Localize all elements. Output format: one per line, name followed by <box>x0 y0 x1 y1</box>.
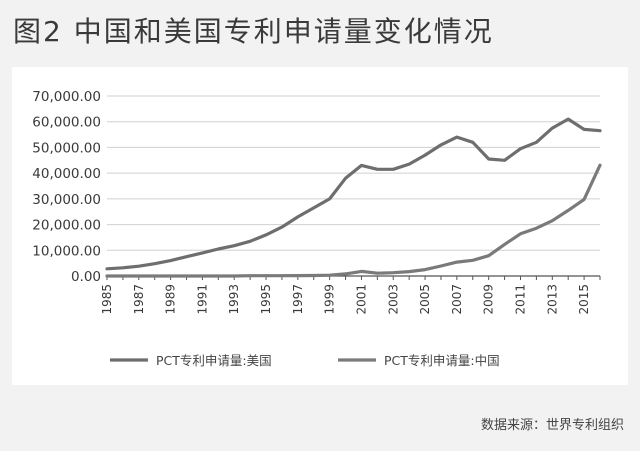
x-tick-label: 1991 <box>195 284 209 315</box>
x-tick-label: 2005 <box>418 284 432 315</box>
chart-series <box>105 117 602 278</box>
legend-label: PCT专利申请量:美国 <box>156 353 272 368</box>
x-tick-label: 2013 <box>545 284 559 315</box>
x-tick-label: 2003 <box>386 284 400 315</box>
legend-label: PCT专利申请量:中国 <box>384 353 500 368</box>
chart-grid <box>107 95 600 277</box>
y-tick-label: 60,000.00 <box>32 115 101 131</box>
x-tick-label: 2007 <box>450 284 464 315</box>
chart-legend: PCT专利申请量:美国 PCT专利申请量:中国 <box>110 353 500 368</box>
x-tick-label: 1987 <box>132 284 146 315</box>
chart-panel <box>12 67 628 385</box>
x-tick-label: 1989 <box>164 284 178 315</box>
x-tick-label: 1999 <box>323 284 337 315</box>
x-tick-label: 1995 <box>259 284 273 315</box>
x-tick-label: 2011 <box>513 284 527 315</box>
x-tick-label: 2015 <box>577 284 591 315</box>
page-title: 图2 中国和美国专利申请量变化情况 <box>13 15 494 48</box>
x-tick-label: 1993 <box>227 284 241 315</box>
x-tick-label: 2009 <box>482 284 496 315</box>
x-axis-ticks: 1985 1987 1989 1991 1993 1995 1997 1999 2001 2003… <box>100 276 601 315</box>
y-tick-label: 50,000.00 <box>32 140 101 156</box>
series-line-china <box>105 163 602 278</box>
data-source-note: 数据来源：世界专利组织 <box>480 418 624 433</box>
y-tick-label: 20,000.00 <box>32 218 101 234</box>
x-tick-label: 2001 <box>354 284 368 315</box>
x-tick-label: 1997 <box>291 284 305 315</box>
series-line-usa <box>105 117 602 271</box>
y-tick-label: 40,000.00 <box>32 166 101 182</box>
y-tick-label: 0.00 <box>71 269 101 285</box>
y-tick-label: 10,000.00 <box>32 243 101 259</box>
x-tick-label: 1985 <box>100 284 114 315</box>
y-tick-label: 70,000.00 <box>32 89 101 105</box>
y-axis-ticks: 0.00 10,000.00 20,000.00 30,000.00 40,000.00… <box>32 89 101 285</box>
y-tick-label: 30,000.00 <box>32 192 101 208</box>
